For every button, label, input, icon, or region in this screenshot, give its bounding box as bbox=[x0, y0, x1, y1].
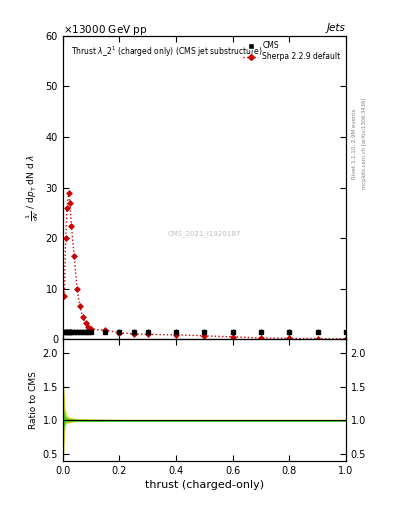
Text: CMS_2021_I1920187: CMS_2021_I1920187 bbox=[168, 230, 241, 237]
Legend: CMS, Sherpa 2.2.9 default: CMS, Sherpa 2.2.9 default bbox=[242, 39, 342, 63]
Y-axis label: $\frac{1}{\mathrm{d}N}$ / $\mathrm{d}p_\mathrm{T}$ $\mathrm{d}\mathrm{N}$ $\math: $\frac{1}{\mathrm{d}N}$ / $\mathrm{d}p_\… bbox=[25, 154, 42, 221]
Text: Thrust $\lambda\_2^1$ (charged only) (CMS jet substructure): Thrust $\lambda\_2^1$ (charged only) (CM… bbox=[72, 45, 263, 59]
Y-axis label: Ratio to CMS: Ratio to CMS bbox=[29, 371, 39, 429]
Text: Jets: Jets bbox=[327, 23, 346, 33]
Text: $\times$13000 GeV pp: $\times$13000 GeV pp bbox=[63, 23, 147, 37]
Text: Rivet 3.1.10, 2.9M events: Rivet 3.1.10, 2.9M events bbox=[352, 108, 357, 179]
X-axis label: thrust (charged-only): thrust (charged-only) bbox=[145, 480, 264, 490]
Text: mcplots.cern.ch [arXiv:1306.3436]: mcplots.cern.ch [arXiv:1306.3436] bbox=[362, 98, 367, 189]
